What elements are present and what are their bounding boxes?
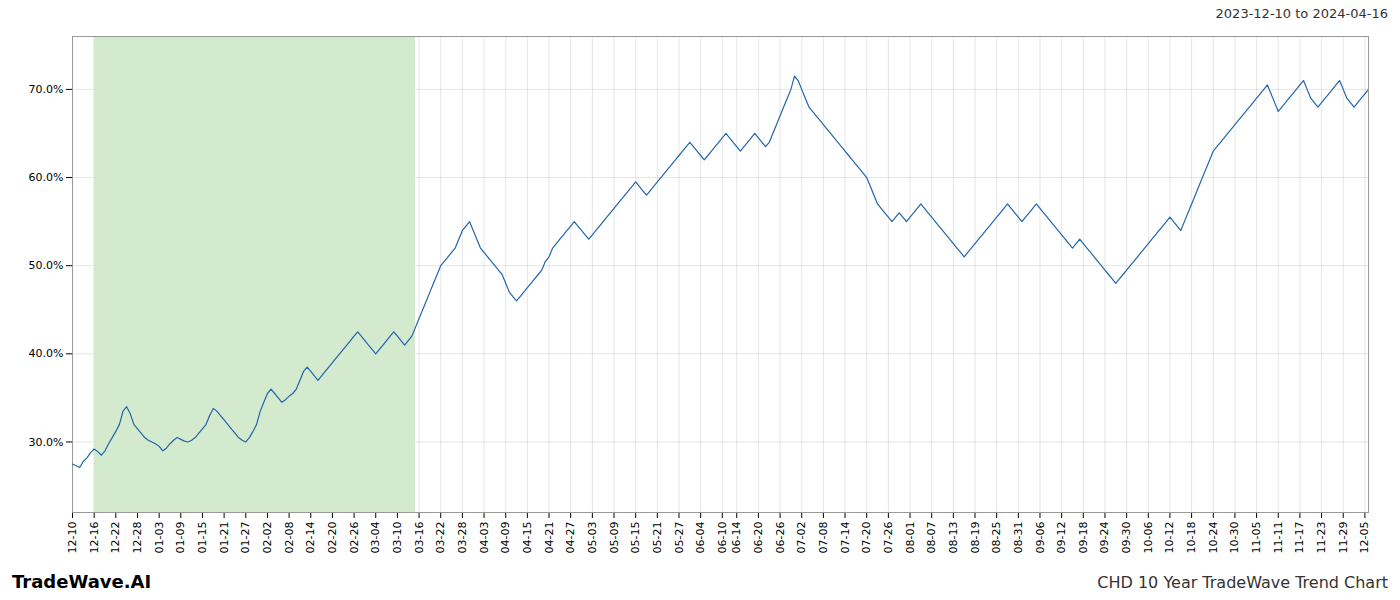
svg-text:12-05: 12-05 bbox=[1358, 522, 1371, 554]
svg-text:01-21: 01-21 bbox=[218, 522, 231, 554]
svg-text:08-25: 08-25 bbox=[990, 522, 1003, 554]
svg-text:09-24: 09-24 bbox=[1098, 522, 1111, 554]
svg-text:08-19: 08-19 bbox=[969, 522, 982, 554]
svg-text:04-09: 04-09 bbox=[499, 522, 512, 554]
svg-text:01-27: 01-27 bbox=[239, 522, 252, 554]
svg-text:02-26: 02-26 bbox=[348, 522, 361, 554]
svg-text:01-09: 01-09 bbox=[174, 522, 187, 554]
svg-text:11-23: 11-23 bbox=[1315, 522, 1328, 554]
svg-text:11-11: 11-11 bbox=[1272, 522, 1285, 554]
svg-text:04-27: 04-27 bbox=[564, 522, 577, 554]
svg-text:03-22: 03-22 bbox=[434, 522, 447, 554]
svg-text:02-20: 02-20 bbox=[326, 522, 339, 554]
svg-text:12-16: 12-16 bbox=[88, 522, 101, 554]
svg-text:02-02: 02-02 bbox=[261, 522, 274, 554]
svg-text:12-10: 12-10 bbox=[66, 522, 79, 554]
svg-text:03-04: 03-04 bbox=[369, 522, 382, 554]
svg-text:01-15: 01-15 bbox=[196, 522, 209, 554]
svg-text:04-15: 04-15 bbox=[521, 522, 534, 554]
svg-text:10-24: 10-24 bbox=[1207, 522, 1220, 554]
svg-text:06-14: 06-14 bbox=[730, 522, 743, 554]
svg-text:07-14: 07-14 bbox=[839, 522, 852, 554]
svg-text:07-02: 07-02 bbox=[795, 522, 808, 554]
svg-text:60.0%: 60.0% bbox=[29, 171, 64, 184]
svg-text:08-07: 08-07 bbox=[925, 522, 938, 554]
svg-text:07-08: 07-08 bbox=[817, 522, 830, 554]
svg-text:05-21: 05-21 bbox=[651, 522, 664, 554]
svg-text:70.0%: 70.0% bbox=[29, 83, 64, 96]
svg-text:03-16: 03-16 bbox=[413, 522, 426, 554]
svg-text:05-09: 05-09 bbox=[608, 522, 621, 554]
svg-text:02-14: 02-14 bbox=[304, 522, 317, 554]
svg-text:11-05: 11-05 bbox=[1250, 522, 1263, 554]
svg-text:12-28: 12-28 bbox=[131, 522, 144, 554]
svg-text:50.0%: 50.0% bbox=[29, 259, 64, 272]
svg-text:08-31: 08-31 bbox=[1012, 522, 1025, 554]
html-text:2023-12-10 to 2024-04-16: 2023-12-10 to 2024-04-16 bbox=[1215, 6, 1388, 21]
svg-text:07-20: 07-20 bbox=[860, 522, 873, 554]
svg-text:06-04: 06-04 bbox=[694, 522, 707, 554]
svg-text:07-26: 07-26 bbox=[882, 522, 895, 554]
svg-text:09-06: 09-06 bbox=[1034, 522, 1047, 554]
svg-text:02-08: 02-08 bbox=[283, 522, 296, 554]
svg-text:12-22: 12-22 bbox=[109, 522, 122, 554]
svg-text:04-03: 04-03 bbox=[478, 522, 491, 554]
svg-text:05-27: 05-27 bbox=[673, 522, 686, 554]
svg-text:06-26: 06-26 bbox=[774, 522, 787, 554]
svg-text:03-10: 03-10 bbox=[391, 522, 404, 554]
svg-text:11-29: 11-29 bbox=[1337, 522, 1350, 554]
html-text:CHD 10 Year TradeWave Trend Ch: CHD 10 Year TradeWave Trend Chart bbox=[1097, 573, 1388, 592]
svg-text:08-13: 08-13 bbox=[947, 522, 960, 554]
svg-text:06-10: 06-10 bbox=[716, 522, 729, 554]
svg-text:06-20: 06-20 bbox=[752, 522, 765, 554]
svg-text:30.0%: 30.0% bbox=[29, 436, 64, 449]
svg-text:10-06: 10-06 bbox=[1142, 522, 1155, 554]
svg-text:01-03: 01-03 bbox=[153, 522, 166, 554]
svg-text:05-03: 05-03 bbox=[586, 522, 599, 554]
svg-text:09-12: 09-12 bbox=[1055, 522, 1068, 554]
svg-text:03-28: 03-28 bbox=[456, 522, 469, 554]
svg-text:08-01: 08-01 bbox=[904, 522, 917, 554]
svg-text:40.0%: 40.0% bbox=[29, 347, 64, 360]
svg-text:05-15: 05-15 bbox=[629, 522, 642, 554]
html-text:TradeWave.AI: TradeWave.AI bbox=[12, 571, 152, 592]
svg-text:10-30: 10-30 bbox=[1228, 522, 1241, 554]
svg-text:09-18: 09-18 bbox=[1077, 522, 1090, 554]
svg-text:10-12: 10-12 bbox=[1163, 522, 1176, 554]
svg-text:04-21: 04-21 bbox=[543, 522, 556, 554]
svg-text:09-30: 09-30 bbox=[1120, 522, 1133, 554]
svg-text:10-18: 10-18 bbox=[1185, 522, 1198, 554]
svg-text:11-17: 11-17 bbox=[1293, 522, 1306, 554]
